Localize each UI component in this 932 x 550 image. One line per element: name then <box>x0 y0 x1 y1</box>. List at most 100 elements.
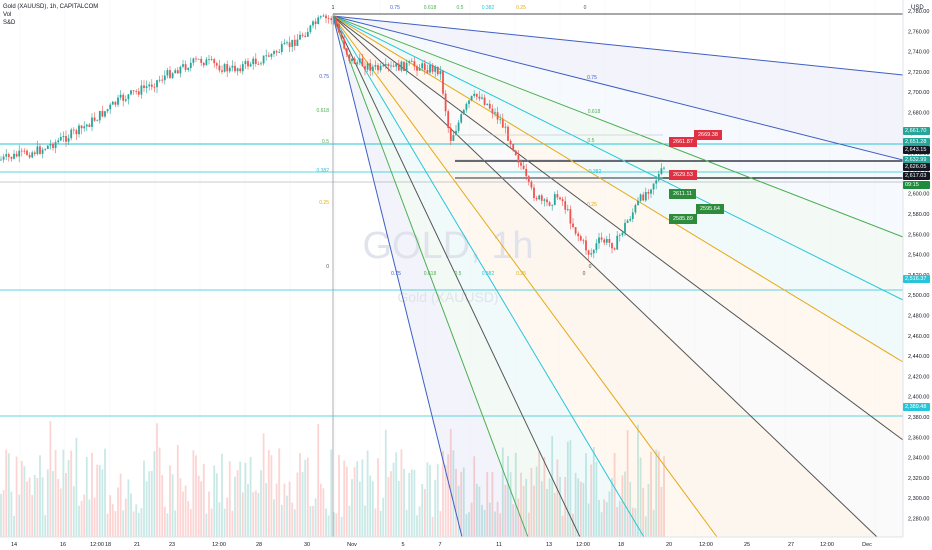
gann-fan-line[interactable] <box>332 15 463 538</box>
gann-fan-line[interactable] <box>332 15 904 301</box>
volume-bar <box>353 467 356 537</box>
supply-demand-zones <box>455 134 663 179</box>
volume-bar <box>26 481 28 537</box>
volume-bar <box>143 460 145 537</box>
candle-body <box>473 93 476 96</box>
volume-bar <box>460 471 463 537</box>
candle-body <box>65 136 67 142</box>
price-tick: 2,320.00 <box>908 476 929 482</box>
candle-body <box>566 209 569 210</box>
fan-origin-label: 1 <box>332 5 335 11</box>
volume-bar <box>470 502 473 537</box>
indicator-supply-demand[interactable]: S&D <box>3 20 16 26</box>
volume-bar <box>314 498 317 537</box>
gann-fan-line[interactable] <box>332 15 878 538</box>
gann-fan-line[interactable] <box>332 15 904 238</box>
volume-bar <box>455 468 457 537</box>
candle-body <box>171 73 174 78</box>
volume-bar <box>564 477 567 537</box>
volume-bar <box>434 479 437 537</box>
candle-body <box>390 65 392 67</box>
gann-fan-line[interactable] <box>332 15 581 538</box>
volume-bar <box>111 504 114 537</box>
gann-fan-line[interactable] <box>332 15 904 76</box>
candle-body <box>314 21 317 24</box>
volume-bar <box>616 507 619 537</box>
volume-bar <box>195 455 197 537</box>
candle-body <box>41 149 44 154</box>
volume-bar <box>494 511 496 537</box>
candle-body <box>595 243 598 250</box>
volume-bar <box>660 486 663 537</box>
price-axis-label: 2,651.28 <box>903 137 930 146</box>
gann-fan-lines[interactable] <box>332 15 904 538</box>
volume-bar <box>395 452 398 537</box>
candle-body <box>210 59 213 60</box>
volume-bar <box>140 508 143 537</box>
volume-bar <box>117 487 119 537</box>
price-tick: 2,360.00 <box>908 435 929 441</box>
candle-body <box>418 68 421 71</box>
volume-bar <box>647 484 650 537</box>
candle-body <box>631 212 634 220</box>
volume-bar <box>205 513 208 537</box>
volume-bar <box>543 456 546 537</box>
volume-bar <box>421 484 424 537</box>
candle-body <box>533 187 535 199</box>
gann-fan-line[interactable] <box>332 15 529 538</box>
gann-fan-line[interactable] <box>332 15 904 161</box>
candle-body <box>512 144 515 151</box>
volume-bar <box>254 490 257 537</box>
candle-body <box>52 143 54 149</box>
price-tick: 2,340.00 <box>908 456 929 462</box>
symbol-title[interactable]: Gold (XAUUSD), 1h, CAPITALCOM <box>3 4 99 10</box>
volume-bar <box>7 453 10 537</box>
candle-body <box>447 111 450 129</box>
volume-bar <box>361 459 364 537</box>
gann-fan-line[interactable] <box>332 15 904 363</box>
volume-bar <box>93 497 96 537</box>
candle-body <box>2 156 5 160</box>
volume-bar <box>54 450 57 537</box>
candle-body <box>564 201 567 210</box>
volume-bar <box>338 454 340 537</box>
volume-bar <box>31 495 34 537</box>
volume-bar <box>247 484 249 537</box>
volume-bar <box>70 450 73 537</box>
volume-bar <box>439 511 442 537</box>
indicator-volume[interactable]: Vol <box>3 12 12 18</box>
candle-body <box>145 86 148 88</box>
volume-bar <box>358 481 361 537</box>
gann-fan-line[interactable] <box>332 15 718 538</box>
volume-bar <box>59 488 62 537</box>
time-tick: 25 <box>744 542 750 548</box>
candle-body <box>538 195 541 200</box>
volume-bar <box>631 507 634 537</box>
candle-body <box>247 61 249 67</box>
volume-bar <box>499 513 502 537</box>
candle-body <box>213 59 216 64</box>
gann-fan-line[interactable] <box>332 15 904 441</box>
candle-body <box>215 63 218 66</box>
candle-body <box>540 195 543 201</box>
candle-body <box>174 70 177 74</box>
gann-fan-line[interactable] <box>332 15 645 538</box>
volume-bars <box>0 421 665 537</box>
candle-body <box>234 65 236 72</box>
volume-bar <box>184 485 187 537</box>
volume-bar <box>556 459 559 537</box>
volume-bar <box>325 508 327 537</box>
candle-body <box>267 55 270 57</box>
horizontal-levels[interactable] <box>0 13 903 417</box>
candle-body <box>577 233 580 237</box>
time-tick: 12:00 <box>820 542 834 548</box>
volume-bar <box>598 500 600 537</box>
time-tick: 18 <box>618 542 624 548</box>
candle-body <box>652 183 655 190</box>
candle-body <box>351 58 353 62</box>
fib-bottom-label: 0.25 <box>516 271 526 277</box>
volume-bar <box>278 448 281 537</box>
volume-bar <box>85 457 88 537</box>
